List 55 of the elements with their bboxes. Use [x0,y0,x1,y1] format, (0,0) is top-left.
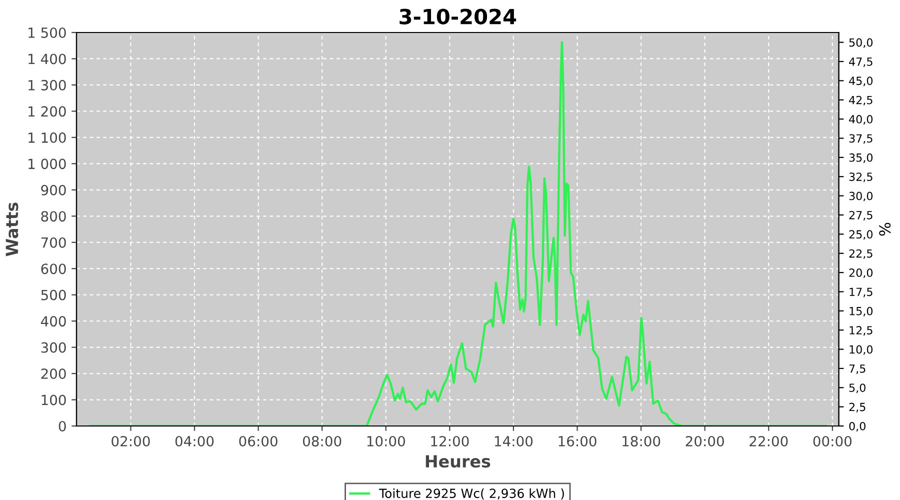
y2-tick-label: 0,0 [849,422,866,432]
y-tick-label: 800 [41,211,66,222]
x-tick-label: 22:00 [750,436,788,446]
chart-title: 3-10-2024 [400,8,516,24]
x-tick-label: 12:00 [431,436,469,446]
y-tick-label: 400 [40,316,66,327]
y-axis-title: Watts [6,202,18,256]
y2-axis-title: % [879,222,891,236]
y2-tick-label: 5,0 [849,384,866,394]
y-tick-label: 1 300 [28,80,66,90]
line-series [88,41,828,426]
x-tick-label: 02:00 [112,436,150,446]
y2-tick-label: 2,5 [849,402,866,412]
y-tick-label: 900 [41,184,66,196]
y2-tick-label: 27,5 [849,210,872,220]
y2-tick-label: 25,0 [849,230,873,240]
x-tick-label: 16:00 [558,436,596,446]
y2-tick-label: 17,5 [850,288,872,298]
y-tick-label: 700 [41,237,66,248]
x-tick-label: 20:00 [686,436,724,446]
y2-tick-label: 50,0 [849,38,873,48]
y-tick-label: 100 [42,394,66,406]
y2-tick-label: 15,0 [850,306,873,316]
y2-tick-label: 20,0 [849,268,873,278]
y-tick-label: 300 [41,342,66,353]
legend-label: Toiture 2925 Wc( 2,936 kWh ) [379,488,564,500]
y2-tick-label: 35,0 [849,153,873,163]
y-tick-label: 1 500 [28,27,66,38]
x-tick-label: 06:00 [239,436,278,446]
y-tick-label: 1 000 [28,158,66,170]
x-tick-label: 04:00 [175,436,214,446]
y2-tick-label: 30,0 [849,192,873,202]
y2-tick-label: 45,0 [849,76,873,86]
x-tick-label: 08:00 [302,436,342,446]
y-tick-label: 0 [58,420,66,432]
y2-tick-label: 22,5 [849,249,872,259]
y-tick-label: 1 200 [28,106,66,117]
x-axis-title: Heures [426,455,490,468]
y2-tick-label: 42,5 [849,96,872,106]
x-tick-label: 10:00 [367,436,405,446]
x-tick-label: 14:00 [494,436,533,446]
y2-tick-label: 32,5 [849,172,872,182]
y2-tick-label: 7,5 [849,364,866,374]
y-tick-label: 500 [41,290,66,300]
y2-tick-label: 12,5 [850,326,872,336]
y-tick-label: 600 [41,264,66,274]
y2-tick-label: 10,0 [850,345,873,355]
x-tick-label: 00:00 [813,436,852,446]
y2-tick-label: 37,5 [849,134,872,144]
y2-tick-label: 40,0 [849,115,873,125]
x-tick-label: 18:00 [622,436,660,446]
y-tick-label: 1 100 [28,132,66,143]
y-tick-label: 1 400 [28,54,66,64]
y-tick-label: 200 [41,368,66,380]
y2-tick-label: 47,5 [849,58,872,68]
